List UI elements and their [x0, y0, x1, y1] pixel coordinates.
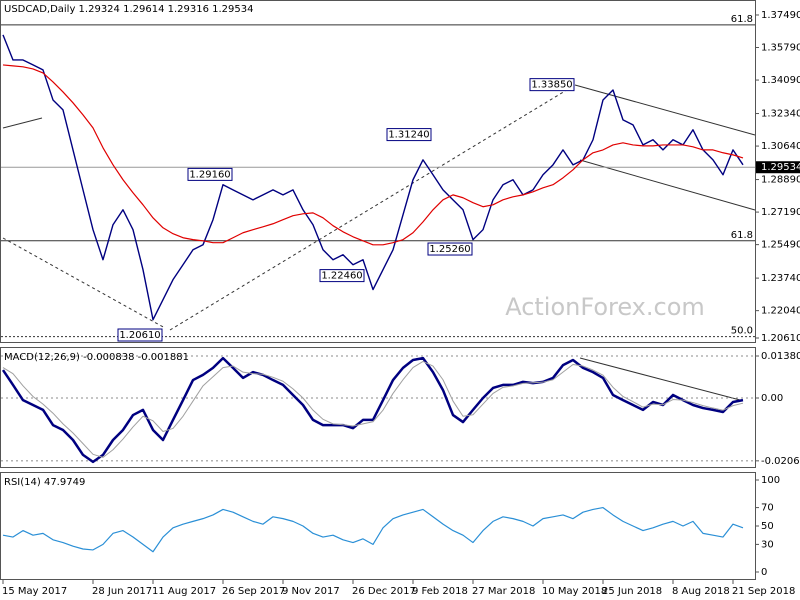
level-label: 1.22460 — [321, 271, 362, 282]
level-box — [187, 167, 233, 181]
level-label: 1.31240 — [388, 130, 429, 141]
y-tick-label: 1.30640 — [761, 141, 800, 152]
y-tick-label: 0 — [761, 567, 767, 578]
y-tick-label: 1.25490 — [761, 240, 800, 251]
x-tick-label: 25 Jun 2018 — [602, 586, 662, 597]
y-tick-label: 1.20610 — [761, 333, 800, 344]
level-label: 1.33850 — [531, 80, 572, 91]
current-price-label: 1.29534 — [761, 162, 800, 173]
level-box — [319, 269, 365, 283]
series-line — [2, 64, 744, 246]
y-tick-label: -0.020648 — [761, 456, 800, 467]
main-frame — [0, 0, 756, 343]
x-tick-label: 11 Aug 2017 — [152, 586, 216, 597]
y-tick-label: 1.23740 — [761, 273, 800, 284]
x-tick-label: 15 May 2017 — [2, 586, 67, 597]
y-tick-label: 1.32340 — [761, 109, 800, 120]
fib-level-label: 61.8 — [731, 230, 753, 241]
y-tick-label: 1.28890 — [761, 175, 800, 186]
series-line — [2, 506, 744, 553]
y-tick-label: 1.37490 — [761, 10, 800, 21]
y-tick-label: 30 — [761, 539, 774, 550]
watermark: ActionForex.com — [505, 293, 705, 321]
channel-bottom — [579, 159, 756, 211]
y-tick-label: 0.00 — [761, 393, 783, 404]
y-tick-label: 1.35790 — [761, 43, 800, 54]
dashed-trend — [169, 84, 576, 331]
x-tick-label: 10 May 2018 — [542, 586, 607, 597]
y-tick-label: 1.27190 — [761, 207, 800, 218]
panel-title: MACD(12,26,9) -0.000838 -0.001881 — [4, 352, 189, 363]
current-price-box — [756, 161, 800, 174]
x-tick-label: 9 Nov 2017 — [282, 586, 340, 597]
y-tick-label: 0.013802 — [761, 351, 800, 362]
y-tick-label: 1.22040 — [761, 306, 800, 317]
level-box — [117, 328, 163, 342]
series-line — [1, 356, 744, 464]
level-label: 1.25260 — [429, 244, 470, 255]
x-tick-label: 27 Mar 2018 — [472, 586, 535, 597]
macd-trend — [579, 357, 741, 401]
level-box — [427, 242, 473, 256]
y-tick-label: 1.34090 — [761, 75, 800, 86]
x-tick-label: 9 Feb 2018 — [412, 586, 468, 597]
x-tick-label: 26 Dec 2017 — [352, 586, 416, 597]
fib-level-label: 61.8 — [731, 14, 753, 25]
level-box — [529, 78, 575, 92]
x-tick-label: 21 Sep 2018 — [732, 586, 795, 597]
y-tick-label: 50 — [761, 521, 774, 532]
y-tick-label: 70 — [761, 503, 774, 514]
macd-frame — [0, 347, 756, 468]
fib-level-label: 50.0 — [731, 326, 753, 337]
trend-segment — [2, 117, 43, 129]
series-line — [2, 360, 744, 458]
level-label: 1.20610 — [119, 330, 160, 341]
channel-top — [574, 84, 756, 136]
level-box — [386, 128, 432, 142]
x-tick-label: 26 Sep 2017 — [222, 586, 285, 597]
x-tick-label: 8 Aug 2018 — [672, 586, 730, 597]
x-tick-label: 28 Jun 2017 — [92, 586, 152, 597]
trend-lines — [2, 84, 756, 401]
panel-title: USDCAD,Daily 1.29324 1.29614 1.29316 1.2… — [4, 4, 254, 15]
y-tick-label: 100 — [761, 475, 780, 486]
level-label: 1.29160 — [189, 169, 230, 180]
dashed-trend — [2, 237, 166, 329]
panel-title: RSI(14) 47.9749 — [4, 477, 85, 488]
series-line — [2, 34, 744, 321]
